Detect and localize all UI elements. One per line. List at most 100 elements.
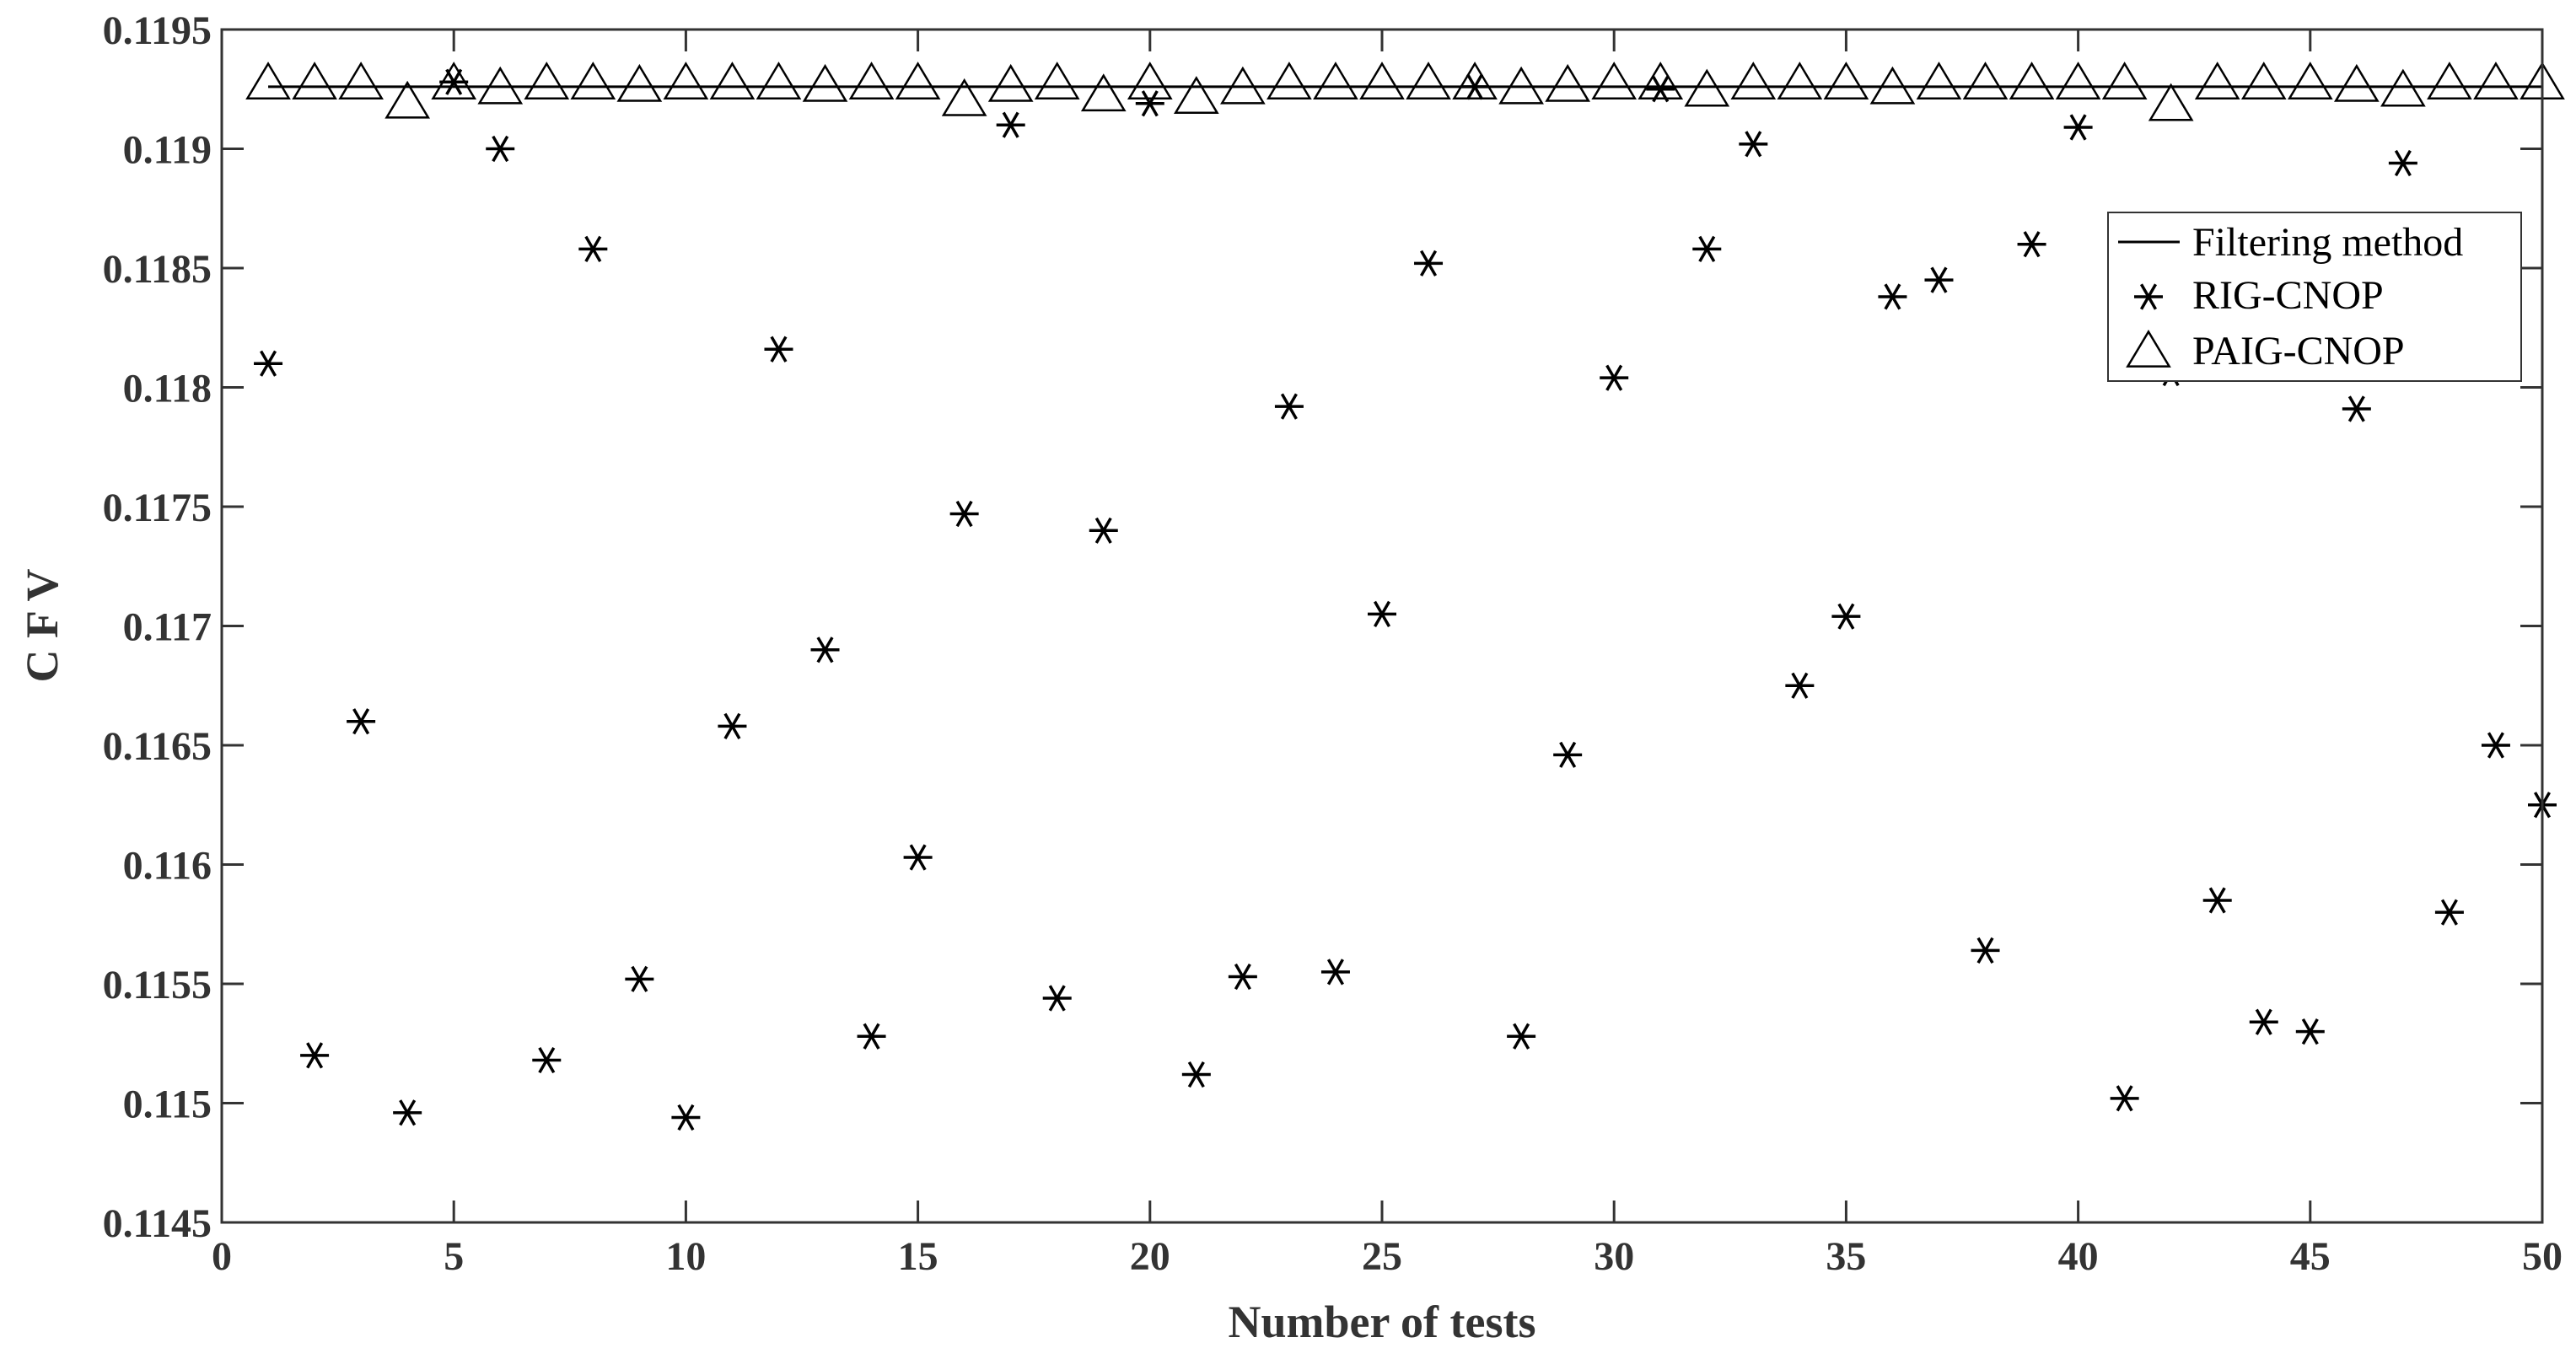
rig-cnop-point <box>1228 963 1257 991</box>
paig-cnop-point <box>1962 62 2009 99</box>
paig-cnop-point <box>2148 83 2194 121</box>
paig-cnop-point <box>1313 62 1358 99</box>
paig-cnop-point <box>709 62 756 99</box>
rig-cnop-point <box>347 708 376 735</box>
x-tick-label: 20 <box>1130 1234 1170 1279</box>
paig-cnop-point <box>2333 63 2380 102</box>
rig-cnop-point <box>2017 231 2046 258</box>
y-tick-label: 0.1195 <box>103 8 212 53</box>
rig-cnop-point <box>1135 90 1164 117</box>
rig-cnop-point <box>2434 899 2464 926</box>
rig-cnop-point <box>1831 603 1861 630</box>
rig-cnop-point <box>1785 672 1815 699</box>
paig-cnop-point <box>941 78 987 116</box>
x-tick-label: 40 <box>2058 1234 2099 1279</box>
y-tick-label: 0.118 <box>123 367 212 411</box>
paig-cnop-point <box>570 62 616 99</box>
paig-cnop-point <box>2194 62 2240 99</box>
rig-cnop-point <box>1507 1023 1536 1050</box>
rig-cnop-point <box>1320 959 1350 986</box>
paig-cnop-point <box>802 63 848 102</box>
paig-cnop-point <box>1869 66 1916 105</box>
rig-cnop-point <box>439 68 469 95</box>
legend-paig-cnop-swatch <box>2126 330 2171 368</box>
paig-cnop-point <box>848 62 895 99</box>
rig-cnop-point <box>1600 364 1629 391</box>
paig-cnop-point <box>1823 62 1869 99</box>
rig-cnop-point <box>2481 732 2510 759</box>
paig-cnop-point <box>1127 62 1173 99</box>
paig-cnop-point <box>1777 62 1823 99</box>
rig-cnop-point <box>1692 235 1722 262</box>
y-axis-ticks: 0.1145 0.115 0.1155 0.116 0.1165 0.117 0.1175 0… <box>103 8 2542 1246</box>
rig-cnop-point <box>2295 1018 2325 1045</box>
rig-cnop-point <box>671 1104 701 1131</box>
rig-cnop-point <box>810 637 840 663</box>
x-tick-label: 15 <box>898 1234 938 1279</box>
legend: Filtering method RIG-CNOP PAIG-CNOP <box>2107 212 2522 382</box>
paig-cnop-point <box>2473 62 2519 99</box>
paig-cnop-point <box>2009 62 2055 99</box>
x-axis-title: Number of tests <box>1229 1297 1536 1347</box>
legend-rig-cnop-swatch <box>2134 283 2163 310</box>
rig-cnop-point <box>718 712 747 739</box>
plot-content <box>245 62 2565 1131</box>
rig-cnop-point <box>764 336 793 363</box>
paig-cnop-point <box>1638 62 1684 99</box>
paig-cnop-point <box>1034 62 1080 99</box>
paig-cnop-point <box>1684 68 1730 107</box>
y-tick-label: 0.115 <box>123 1082 212 1127</box>
rig-cnop-point <box>254 350 283 377</box>
rig-cnop-point <box>486 135 515 163</box>
y-tick-label: 0.117 <box>123 605 212 650</box>
rig-cnop-point <box>1460 73 1490 100</box>
y-tick-label: 0.116 <box>123 844 212 889</box>
x-tick-label: 30 <box>1594 1234 1634 1279</box>
rig-cnop-point <box>625 965 654 992</box>
legend-filtering-method-label: Filtering method <box>2192 220 2463 265</box>
rig-cnop-point <box>1042 985 1072 1012</box>
paig-cnop-point <box>663 62 709 99</box>
y-tick-label: 0.1155 <box>103 963 212 1007</box>
paig-cnop-point <box>616 63 663 102</box>
paig-cnop-point <box>756 62 802 99</box>
x-tick-label: 0 <box>212 1234 232 1279</box>
x-tick-label: 25 <box>1362 1234 1402 1279</box>
paig-cnop-point <box>385 80 431 119</box>
x-tick-label: 45 <box>2290 1234 2331 1279</box>
legend-paig-cnop-marker <box>2126 330 2171 368</box>
paig-cnop-point <box>338 62 384 99</box>
rig-cnop-point <box>903 844 933 871</box>
paig-cnop-point <box>1730 62 1777 99</box>
rig-cnop-point <box>1878 283 1907 310</box>
rig-cnop-point <box>1368 600 1396 627</box>
paig-cnop-point <box>292 62 337 99</box>
paig-cnop-point <box>1591 62 1638 99</box>
x-tick-label: 35 <box>1826 1234 1866 1279</box>
paig-cnop-point <box>1406 62 1451 99</box>
rig-cnop-point <box>996 111 1025 138</box>
paig-cnop-point <box>1220 66 1266 105</box>
paig-cnop-point <box>524 62 570 99</box>
rig-cnop-point <box>1646 76 1675 103</box>
rig-cnop-point <box>393 1099 422 1126</box>
rig-cnop-point <box>1414 250 1444 277</box>
rig-cnop-point <box>1181 1061 1211 1088</box>
rig-cnop-point <box>2202 887 2232 914</box>
rig-cnop-point <box>1924 266 1954 293</box>
rig-cnop-point <box>1739 131 1768 158</box>
y-tick-label: 0.119 <box>123 128 212 173</box>
rig-cnop-point <box>2249 1008 2278 1035</box>
rig-cnop-point <box>857 1023 886 1050</box>
paig-cnop-point <box>477 66 524 105</box>
rig-cnop-point <box>2110 1085 2139 1112</box>
paig-cnop-point <box>2055 62 2101 99</box>
paig-cnop-point <box>2101 62 2148 99</box>
paig-cnop-point <box>1452 62 1498 99</box>
rig-cnop-point <box>2063 114 2093 141</box>
x-tick-label: 10 <box>665 1234 706 1279</box>
paig-cnop-point <box>895 62 941 99</box>
y-tick-label: 0.1145 <box>103 1201 212 1246</box>
paig-cnop-point <box>1359 62 1405 99</box>
